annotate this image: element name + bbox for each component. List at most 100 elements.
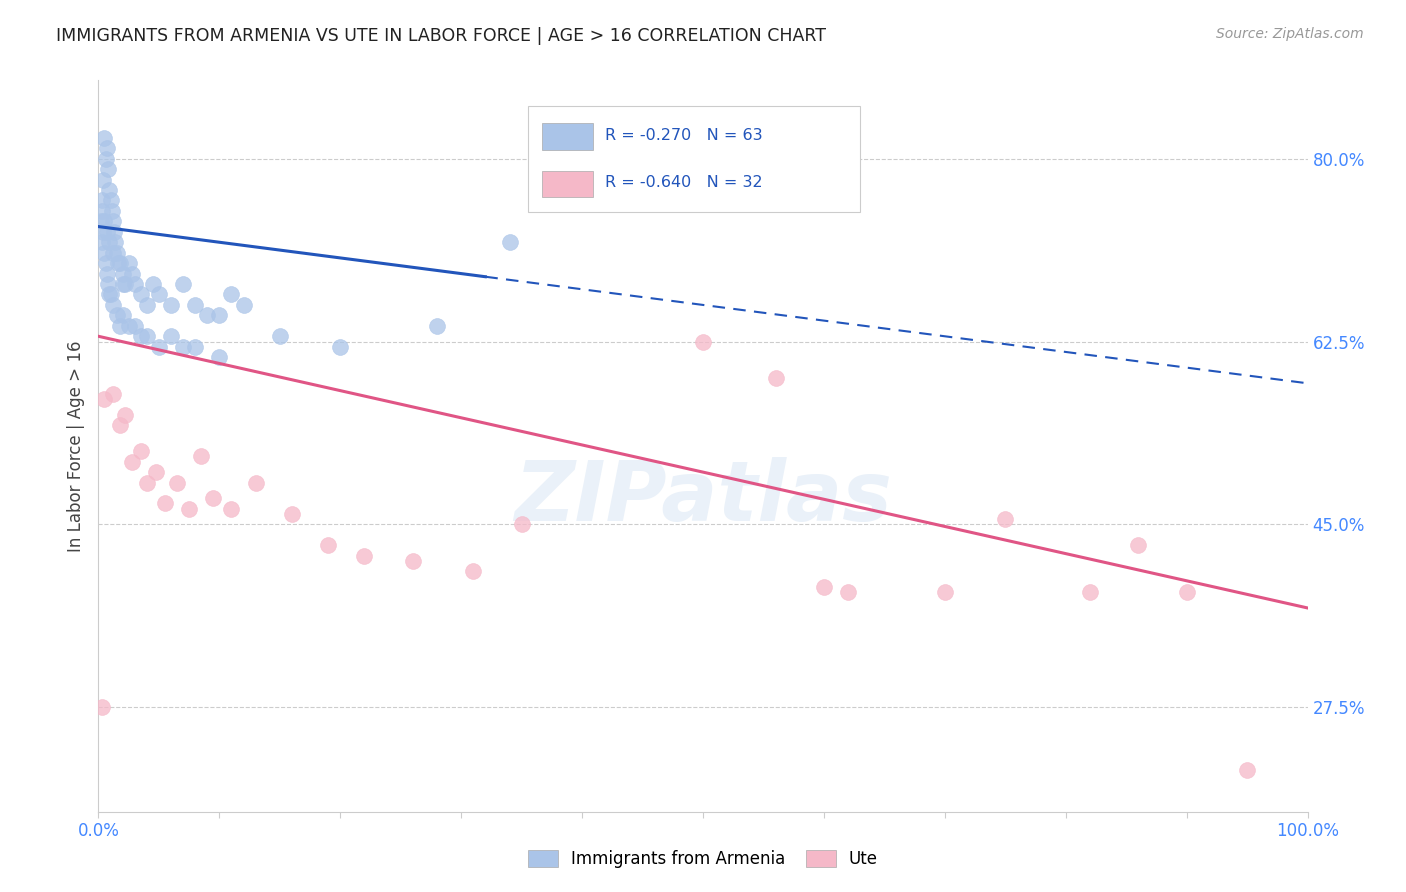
Point	[105, 245, 128, 260]
Point	[108, 256, 131, 270]
Point	[269, 329, 291, 343]
Point	[98, 183, 121, 197]
Point	[97, 162, 120, 177]
Point	[103, 225, 125, 239]
Point	[108, 418, 131, 433]
Point	[160, 298, 183, 312]
Point	[101, 386, 124, 401]
Point	[96, 225, 118, 239]
Point	[91, 225, 114, 239]
Point	[111, 277, 134, 291]
Point	[245, 475, 267, 490]
Text: IMMIGRANTS FROM ARMENIA VS UTE IN LABOR FORCE | AGE > 16 CORRELATION CHART: IMMIGRANTS FROM ARMENIA VS UTE IN LABOR …	[56, 27, 827, 45]
Point	[100, 287, 122, 301]
Text: R = -0.640   N = 32: R = -0.640 N = 32	[605, 175, 762, 190]
Point	[96, 141, 118, 155]
Point	[195, 309, 218, 323]
Point	[172, 340, 194, 354]
Text: R = -0.270   N = 63: R = -0.270 N = 63	[605, 128, 762, 143]
Point	[184, 340, 207, 354]
Point	[329, 340, 352, 354]
Point	[124, 318, 146, 333]
Point	[101, 245, 124, 260]
Point	[105, 309, 128, 323]
Point	[114, 277, 136, 291]
Text: Source: ZipAtlas.com: Source: ZipAtlas.com	[1216, 27, 1364, 41]
Point	[94, 152, 117, 166]
Point	[111, 309, 134, 323]
FancyBboxPatch shape	[543, 123, 593, 150]
Point	[765, 371, 787, 385]
Point	[160, 329, 183, 343]
Point	[172, 277, 194, 291]
Point	[121, 267, 143, 281]
Point	[93, 392, 115, 406]
Point	[94, 256, 117, 270]
Point	[121, 455, 143, 469]
Point	[129, 444, 152, 458]
Point	[510, 517, 533, 532]
Point	[837, 585, 859, 599]
Point	[129, 329, 152, 343]
Point	[108, 318, 131, 333]
Point	[1175, 585, 1198, 599]
Point	[135, 329, 157, 343]
Point	[91, 172, 114, 186]
Point	[93, 130, 115, 145]
Point	[135, 298, 157, 312]
Point	[124, 277, 146, 291]
Point	[281, 507, 304, 521]
Point	[184, 298, 207, 312]
Point	[118, 256, 141, 270]
Point	[91, 235, 114, 250]
Point	[98, 235, 121, 250]
Legend: Immigrants from Armenia, Ute: Immigrants from Armenia, Ute	[522, 843, 884, 875]
Point	[145, 465, 167, 479]
Point	[148, 340, 170, 354]
Point	[107, 256, 129, 270]
Point	[135, 475, 157, 490]
Point	[96, 267, 118, 281]
Point	[353, 549, 375, 563]
Point	[402, 554, 425, 568]
Point	[221, 501, 243, 516]
Point	[104, 235, 127, 250]
Point	[93, 245, 115, 260]
Point	[190, 450, 212, 464]
Point	[100, 194, 122, 208]
Point	[153, 496, 176, 510]
Point	[221, 287, 243, 301]
Point	[463, 565, 485, 579]
Point	[1128, 538, 1150, 552]
Point	[91, 203, 114, 218]
Point	[179, 501, 201, 516]
Point	[994, 512, 1017, 526]
Y-axis label: In Labor Force | Age > 16: In Labor Force | Age > 16	[67, 340, 86, 552]
Point	[91, 700, 114, 714]
Point	[316, 538, 339, 552]
Point	[101, 298, 124, 312]
Point	[166, 475, 188, 490]
Point	[498, 235, 520, 250]
Point	[202, 491, 225, 506]
Point	[93, 214, 115, 228]
Point	[142, 277, 165, 291]
Point	[232, 298, 254, 312]
FancyBboxPatch shape	[527, 106, 860, 212]
Point	[97, 277, 120, 291]
Point	[91, 194, 114, 208]
Point	[148, 287, 170, 301]
Point	[813, 580, 835, 594]
Point	[129, 287, 152, 301]
Point	[692, 334, 714, 349]
Point	[934, 585, 956, 599]
FancyBboxPatch shape	[543, 171, 593, 197]
Point	[208, 350, 231, 364]
Point	[1078, 585, 1101, 599]
Point	[100, 203, 122, 218]
Text: ZIPatlas: ZIPatlas	[515, 457, 891, 538]
Point	[90, 214, 112, 228]
Point	[118, 318, 141, 333]
Point	[1236, 763, 1258, 777]
Point	[208, 309, 231, 323]
